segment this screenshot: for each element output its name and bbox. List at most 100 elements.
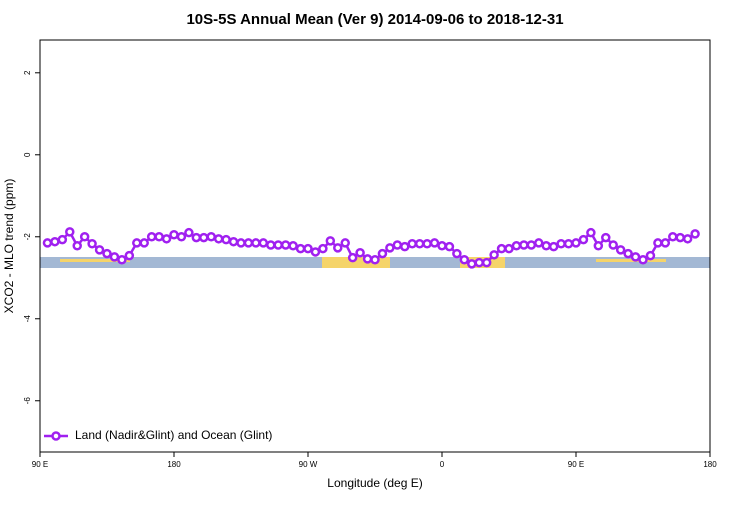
point: [459, 254, 470, 265]
point: [347, 252, 358, 263]
legend-label: Land (Nadir&Glint) and Ocean (Glint): [75, 428, 272, 442]
point: [139, 238, 149, 248]
point: [504, 243, 514, 254]
point: [280, 240, 291, 250]
point: [243, 238, 254, 248]
point: [50, 236, 60, 247]
point: [184, 227, 194, 238]
point: [429, 238, 440, 248]
point: [132, 238, 142, 248]
point: [72, 241, 82, 251]
point: [65, 227, 75, 237]
point: [489, 250, 499, 260]
point: [333, 243, 343, 253]
point: [481, 257, 492, 268]
point: [452, 248, 462, 259]
point: [615, 245, 626, 255]
point: [355, 248, 365, 258]
point: [675, 232, 685, 243]
point: [563, 238, 574, 249]
y-axis-label: XCO2 - MLO trend (ppm): [2, 179, 16, 314]
point: [690, 229, 700, 239]
point: [548, 241, 559, 252]
point: [303, 243, 313, 254]
point: [407, 238, 417, 249]
point: [213, 234, 224, 244]
chart-title: 10S-5S Annual Mean (Ver 9) 2014-09-06 to…: [186, 11, 563, 28]
x-tick-label: 90 E: [32, 460, 48, 469]
point: [511, 241, 522, 251]
point: [653, 238, 663, 248]
point: [154, 232, 164, 242]
point: [578, 234, 589, 245]
x-tick-label: 0: [440, 460, 445, 469]
y-tick-label: 0: [23, 152, 32, 157]
point: [400, 241, 410, 252]
point: [102, 248, 112, 259]
point: [623, 248, 633, 259]
point: [601, 232, 611, 243]
point: [474, 257, 484, 268]
point: [57, 234, 68, 245]
point: [519, 240, 529, 250]
point: [199, 232, 209, 243]
point: [422, 238, 432, 249]
point: [541, 241, 551, 251]
point: [437, 241, 447, 251]
point: [534, 238, 544, 248]
y-tick-label: -4: [23, 315, 32, 323]
y-tick-label: -2: [23, 233, 32, 241]
point: [630, 252, 641, 262]
point: [266, 240, 276, 250]
point: [645, 250, 656, 261]
plot-frame: [39, 39, 711, 453]
point: [236, 238, 246, 248]
point: [310, 247, 321, 257]
land-patch: [322, 257, 390, 268]
point: [638, 254, 648, 265]
point: [586, 227, 596, 238]
land-patch: [60, 259, 130, 262]
point: [79, 232, 90, 242]
point: [318, 243, 328, 254]
point: [288, 241, 298, 251]
point: [370, 254, 380, 265]
legend-marker: [51, 431, 61, 441]
point: [146, 232, 157, 242]
point: [42, 238, 53, 248]
point: [176, 232, 187, 242]
point: [258, 238, 269, 248]
point: [295, 243, 306, 254]
point: [660, 238, 671, 248]
y-tick-label: -6: [23, 397, 32, 405]
point: [362, 254, 373, 264]
point: [228, 236, 239, 247]
point: [593, 241, 604, 251]
x-axis-label: Longitude (deg E): [327, 476, 422, 490]
point: [94, 245, 105, 255]
point: [682, 234, 693, 244]
y-tick-label: 2: [23, 70, 32, 75]
point: [273, 240, 283, 250]
point: [206, 232, 216, 242]
point: [340, 238, 350, 248]
point: [124, 250, 135, 261]
point: [221, 234, 231, 245]
point: [414, 238, 425, 249]
point: [117, 254, 127, 265]
x-tick-label: 180: [167, 460, 181, 469]
point: [109, 252, 120, 262]
point: [608, 240, 618, 250]
point: [377, 248, 388, 259]
point: [325, 236, 336, 246]
point: [191, 232, 202, 243]
point: [526, 240, 537, 250]
point: [87, 238, 97, 249]
point: [169, 229, 179, 240]
point: [444, 241, 455, 252]
point: [467, 259, 477, 269]
point: [668, 232, 678, 242]
point: [556, 238, 566, 249]
land-patch: [596, 259, 666, 262]
